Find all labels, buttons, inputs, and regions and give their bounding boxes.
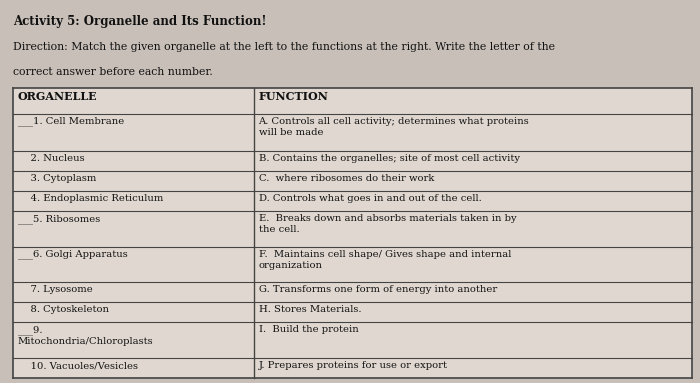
Text: C.  where ribosomes do their work: C. where ribosomes do their work: [258, 174, 434, 183]
Text: correct answer before each number.: correct answer before each number.: [13, 67, 212, 77]
Text: 3. Cytoplasm: 3. Cytoplasm: [18, 174, 96, 183]
Text: B. Contains the organelles; site of most cell activity: B. Contains the organelles; site of most…: [258, 154, 519, 164]
Text: Direction: Match the given organelle at the left to the functions at the right. : Direction: Match the given organelle at …: [13, 42, 554, 52]
Text: FUNCTION: FUNCTION: [258, 91, 328, 102]
Text: 4. Endoplasmic Reticulum: 4. Endoplasmic Reticulum: [18, 195, 163, 203]
Text: ORGANELLE: ORGANELLE: [18, 91, 97, 102]
Text: Activity 5: Organelle and Its Function!: Activity 5: Organelle and Its Function!: [13, 15, 266, 28]
Text: G. Transforms one form of energy into another: G. Transforms one form of energy into an…: [258, 285, 497, 294]
Text: D. Controls what goes in and out of the cell.: D. Controls what goes in and out of the …: [258, 195, 482, 203]
Text: ___1. Cell Membrane: ___1. Cell Membrane: [18, 117, 124, 126]
Text: F.  Maintains cell shape/ Gives shape and internal
organization: F. Maintains cell shape/ Gives shape and…: [258, 250, 511, 270]
Text: 7. Lysosome: 7. Lysosome: [18, 285, 92, 294]
Text: ___9.
Mitochondria/Chloroplasts: ___9. Mitochondria/Chloroplasts: [18, 325, 153, 346]
Text: ___6. Golgi Apparatus: ___6. Golgi Apparatus: [18, 250, 127, 259]
Text: ___5. Ribosomes: ___5. Ribosomes: [18, 214, 99, 224]
Text: 2. Nucleus: 2. Nucleus: [18, 154, 84, 164]
Text: A. Controls all cell activity; determines what proteins
will be made: A. Controls all cell activity; determine…: [258, 117, 529, 137]
Text: H. Stores Materials.: H. Stores Materials.: [258, 305, 361, 314]
Text: E.  Breaks down and absorbs materials taken in by
the cell.: E. Breaks down and absorbs materials tak…: [258, 214, 516, 234]
Text: J. Prepares proteins for use or export: J. Prepares proteins for use or export: [258, 362, 447, 370]
Text: 10. Vacuoles/Vesicles: 10. Vacuoles/Vesicles: [18, 362, 137, 370]
Text: 8. Cytoskeleton: 8. Cytoskeleton: [18, 305, 108, 314]
Text: I.  Build the protein: I. Build the protein: [258, 325, 358, 334]
